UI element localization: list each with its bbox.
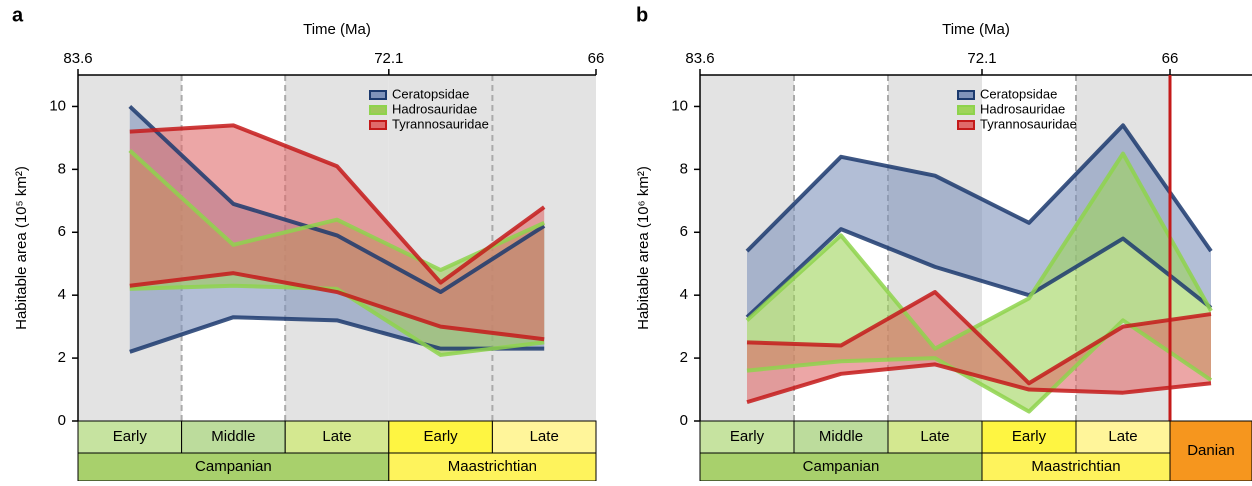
legend-swatch xyxy=(370,106,386,114)
y-tick-label: 2 xyxy=(680,349,688,366)
legend-label: Ceratopsidae xyxy=(980,86,1057,101)
y-axis-title: Habitable area (10⁶ km²) xyxy=(635,166,652,330)
figure: Time (Ma) 83.6 72.1 66 0 2 4 6 8 10 Habitable area… xyxy=(0,0,1252,481)
stage-label: Danian xyxy=(1187,442,1235,459)
y-tick-label: 8 xyxy=(58,160,66,177)
time-tick-label: 72.1 xyxy=(967,50,996,67)
legend-label: Hadrosauridae xyxy=(980,101,1065,116)
substage-label: Late xyxy=(1108,428,1137,445)
y-axis-title: Habitable area (10⁵ km²) xyxy=(13,166,30,330)
time-axis-title: Time (Ma) xyxy=(942,21,1010,38)
y-tick-label: 8 xyxy=(680,160,688,177)
substage-label: Middle xyxy=(819,428,863,445)
legend-swatch xyxy=(370,121,386,129)
time-tick-label: 66 xyxy=(1162,50,1179,67)
substage-label: Early xyxy=(424,428,459,445)
legend-swatch xyxy=(958,91,974,99)
y-tick-label: 10 xyxy=(671,97,688,114)
panel-label: b xyxy=(636,4,648,26)
time-tick-label: 83.6 xyxy=(685,50,714,67)
substage-label: Early xyxy=(730,428,765,445)
substage-label: Middle xyxy=(211,428,255,445)
substage-label: Late xyxy=(322,428,351,445)
y-tick-label: 4 xyxy=(680,286,688,303)
substage-label: Late xyxy=(920,428,949,445)
time-tick-label: 83.6 xyxy=(63,50,92,67)
stage-label: Maastrichtian xyxy=(1031,458,1120,475)
y-tick-label: 10 xyxy=(49,97,66,114)
y-tick-label: 6 xyxy=(680,223,688,240)
y-tick-label: 0 xyxy=(58,412,66,429)
y-tick-label: 4 xyxy=(58,286,66,303)
y-tick-label: 6 xyxy=(58,223,66,240)
legend-label: Tyrannosauridae xyxy=(980,116,1077,131)
stage-label: Campanian xyxy=(803,458,880,475)
panel-label: a xyxy=(12,4,24,26)
legend-label: Ceratopsidae xyxy=(392,86,469,101)
substage-label: Early xyxy=(1012,428,1047,445)
legend-swatch xyxy=(370,91,386,99)
stage-label: Campanian xyxy=(195,458,272,475)
substage-label: Late xyxy=(530,428,559,445)
legend-label: Tyrannosauridae xyxy=(392,116,489,131)
substage-label: Early xyxy=(113,428,148,445)
time-tick-label: 66 xyxy=(588,50,605,67)
time-tick-label: 72.1 xyxy=(374,50,403,67)
legend-swatch xyxy=(958,106,974,114)
legend-swatch xyxy=(958,121,974,129)
stage-label: Maastrichtian xyxy=(448,458,537,475)
time-axis-title: Time (Ma) xyxy=(303,21,371,38)
y-tick-label: 2 xyxy=(58,349,66,366)
y-tick-label: 0 xyxy=(680,412,688,429)
legend-label: Hadrosauridae xyxy=(392,101,477,116)
